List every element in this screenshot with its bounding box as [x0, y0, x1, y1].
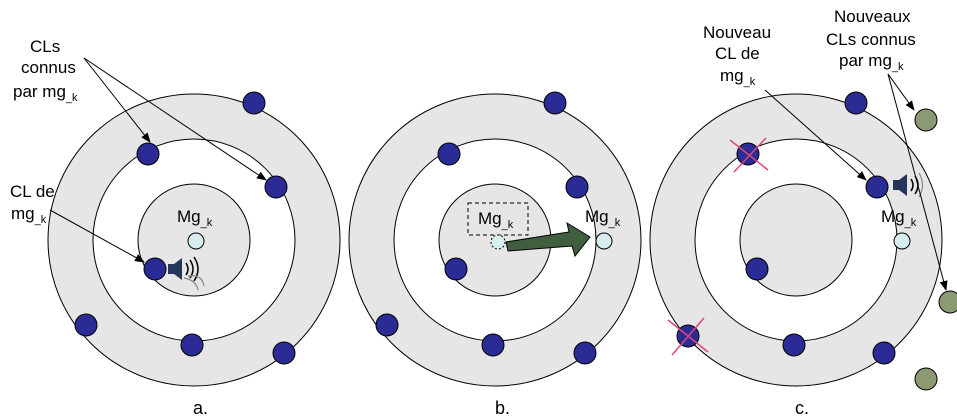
- cl-node: [444, 257, 468, 281]
- label-cl-de: CL de mg_k: [10, 182, 59, 226]
- cross-mark-icon: [667, 317, 709, 356]
- external-cl-node: [938, 290, 957, 314]
- mobile-node: [893, 232, 911, 250]
- cl-node: [264, 175, 288, 199]
- pointer-arrow: [83, 57, 151, 143]
- pointer-arrow: [83, 57, 267, 181]
- cl-node: [782, 333, 806, 357]
- mobile-node-label: Mg_k: [881, 207, 917, 229]
- cl-nodes: [375, 91, 597, 365]
- cl-node: [573, 341, 597, 365]
- mobile-node: [595, 232, 613, 250]
- cl-node: [865, 175, 889, 199]
- cl-nodes: [74, 91, 296, 365]
- cl-node: [844, 91, 868, 115]
- external-nodes: [914, 108, 957, 391]
- cl-node: [872, 341, 896, 365]
- old-mobile-node: [490, 234, 506, 250]
- cl-node: [745, 257, 769, 281]
- pointer-arrow: [49, 209, 145, 263]
- mobile-node-label: Mg_k: [585, 207, 621, 229]
- external-cl-node: [914, 367, 938, 391]
- cross-mark-icon: [729, 137, 769, 173]
- speaker-icon: [168, 256, 205, 291]
- mobile-node-label: Mg_k: [177, 207, 213, 229]
- label-nouveau-cl: Nouveau CL de mg_k: [703, 23, 776, 88]
- cl-node: [565, 175, 589, 199]
- move-arrow-icon: [505, 221, 591, 258]
- cl-node: [242, 91, 266, 115]
- pointer-arrow: [887, 73, 915, 111]
- panel-a: Mg_k CLs connus par mg_k CL de mg_k a.: [10, 37, 341, 418]
- caption-a: a.: [193, 398, 208, 418]
- cl-node: [180, 333, 204, 357]
- cl-node: [143, 257, 167, 281]
- cl-node: [481, 333, 505, 357]
- cl-node: [375, 313, 399, 337]
- mobile-node: [187, 232, 205, 250]
- cl-node: [272, 341, 296, 365]
- cl-node: [74, 313, 98, 337]
- caption-b: b.: [495, 398, 510, 418]
- pointer-arrow: [887, 73, 948, 291]
- external-cl-node: [914, 108, 938, 132]
- old-position-label: Mg_k: [478, 209, 514, 231]
- cl-node: [543, 91, 567, 115]
- panel-b: Mg_k Mg_k b.: [348, 91, 642, 418]
- pointer-arrow: [764, 89, 867, 181]
- cl-node: [437, 142, 461, 166]
- panel-c: Mg_k Nouveau CL de mg_k Nouveaux CLs con…: [649, 7, 957, 418]
- label-cls-connus: CLs connus par mg_k: [13, 37, 81, 104]
- cl-node: [136, 142, 160, 166]
- label-nouveaux-cls: Nouveaux CLs connus par mg_k: [826, 7, 921, 73]
- caption-c: c.: [795, 398, 809, 418]
